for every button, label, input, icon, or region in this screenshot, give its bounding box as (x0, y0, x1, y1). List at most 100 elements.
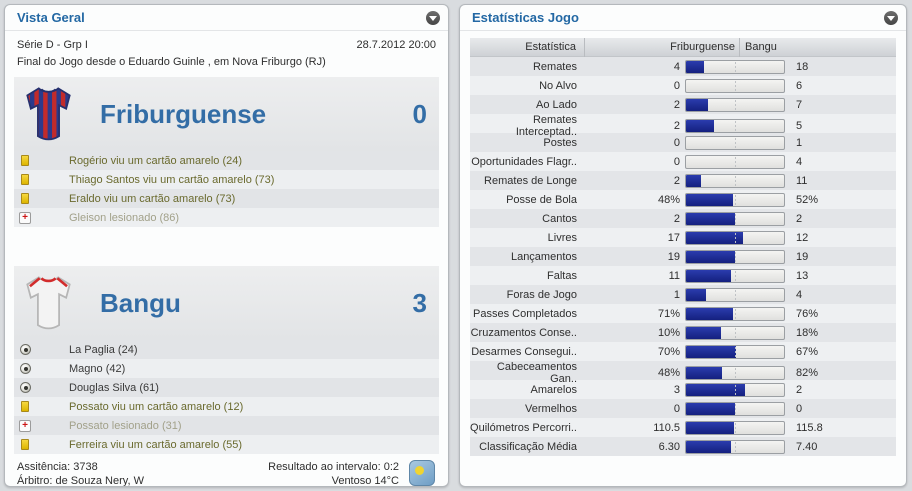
match-event-text[interactable]: Gleison lesionado (86) (69, 211, 180, 224)
stat-away-value: 1 (796, 136, 803, 149)
match-event-text[interactable]: Possato viu um cartão amarelo (12) (69, 400, 244, 413)
weather-sun-icon (409, 460, 435, 486)
yellow-card-icon (21, 155, 29, 166)
stat-bar-home-fill (686, 440, 732, 453)
stats-col-statistic: Estatística (470, 38, 585, 57)
away-team-name[interactable]: Bangu (100, 287, 181, 318)
yellow-card-icon (21, 193, 29, 204)
match-event-text[interactable]: Eraldo viu um cartão amarelo (73) (69, 192, 236, 205)
stat-label: Postes (543, 136, 577, 149)
stat-home-value: 0 (673, 136, 680, 149)
match-status-line: Final do Jogo desde o Eduardo Guinle , e… (17, 56, 326, 68)
injury-icon: + (19, 211, 31, 224)
stat-home-value: 2 (673, 120, 680, 132)
stat-comparison-bar (685, 344, 785, 359)
match-event-row: Possato viu um cartão amarelo (12) (14, 397, 439, 416)
stat-bar-home-fill (686, 193, 734, 206)
stat-label: Faltas (547, 269, 577, 282)
stat-row: Posse de Bola 48% 52% (470, 190, 896, 209)
stats-panel: Estatísticas Jogo Estatística Friburguen… (459, 4, 907, 487)
stat-bar-center-line (735, 308, 736, 319)
yellow-card-icon (21, 401, 29, 412)
stat-bar-center-line (735, 99, 736, 110)
stat-away-value: 0 (796, 402, 803, 415)
stat-comparison-bar (685, 401, 785, 416)
stat-comparison-bar (685, 78, 785, 93)
stat-away-value: 7 (796, 98, 803, 111)
match-event-row: Ferreira viu um cartão amarelo (55) (14, 435, 439, 454)
stat-label: Ao Lado (536, 98, 577, 111)
stat-bar-center-line (735, 137, 736, 148)
yellow-card-icon (21, 439, 29, 450)
stat-bar-center-line (735, 232, 736, 243)
stat-comparison-bar (685, 287, 785, 302)
stat-row: Faltas 11 13 (470, 266, 896, 285)
stat-row: Livres 17 12 (470, 228, 896, 247)
stat-away-value: 2 (796, 212, 803, 225)
stat-bar-home-fill (686, 212, 735, 225)
stat-away-value: 2 (796, 383, 803, 396)
stat-bar-center-line (735, 368, 736, 378)
away-team-score: 3 (412, 287, 427, 318)
stat-label: Remates de Longe (484, 174, 577, 187)
stat-home-value: 1 (673, 288, 680, 301)
panel-collapse-chevron-icon[interactable] (426, 10, 440, 25)
home-team-name[interactable]: Friburguense (100, 98, 267, 129)
stat-away-value: 6 (796, 79, 803, 92)
match-event-row: La Paglia (24) (14, 340, 439, 359)
stat-bar-home-fill (686, 120, 714, 132)
stat-bar-center-line (735, 121, 736, 131)
stat-bar-home-fill (686, 402, 735, 415)
stat-home-value: 48% (657, 193, 680, 206)
stat-home-value: 71% (657, 307, 680, 320)
stat-row: Quilómetros Percorri.. 110.5 115.8 (470, 418, 896, 437)
stat-home-value: 11 (668, 269, 680, 282)
stat-label: Desarmes Consegui.. (471, 345, 577, 358)
match-event-text[interactable]: Douglas Silva (61) (69, 381, 159, 394)
match-event-row: + Gleison lesionado (86) (14, 208, 439, 227)
match-event-text[interactable]: La Paglia (24) (69, 343, 138, 356)
attendance-label: Assitência: 3738 (17, 461, 98, 473)
match-footer: Assitência: 3738 Árbitro: de Souza Nery,… (14, 460, 439, 487)
stat-bar-center-line (735, 80, 736, 91)
stat-away-value: 76% (796, 307, 819, 320)
stat-row: Ao Lado 2 7 (470, 95, 896, 114)
stat-home-value: 6.30 (658, 440, 680, 453)
stat-away-value: 82% (796, 367, 819, 379)
stat-row: Vermelhos 0 0 (470, 399, 896, 418)
match-event-text[interactable]: Rogério viu um cartão amarelo (24) (69, 154, 243, 167)
stat-away-value: 18 (796, 60, 809, 73)
stat-label: Cantos (542, 212, 577, 225)
stat-comparison-bar (685, 366, 785, 380)
match-event-row: Thiago Santos viu um cartão amarelo (73) (14, 170, 439, 189)
stat-comparison-bar (685, 306, 785, 321)
panel-collapse-chevron-icon[interactable] (884, 10, 898, 25)
home-team-shirt-icon (26, 87, 71, 141)
stat-home-value: 110.5 (653, 421, 680, 434)
stat-label: No Alvo (539, 79, 577, 92)
match-event-row: + Possato lesionado (31) (14, 416, 439, 435)
stat-comparison-bar (685, 135, 785, 150)
stat-row: Postes 0 1 (470, 133, 896, 152)
stat-comparison-bar (685, 97, 785, 112)
stat-row: Amarelos 3 2 (470, 380, 896, 399)
goal-icon (19, 363, 31, 374)
stat-bar-home-fill (686, 231, 744, 244)
stat-away-value: 19 (796, 250, 809, 263)
goal-icon (19, 344, 31, 355)
stat-row: Oportunidades Flagr.. 0 4 (470, 152, 896, 171)
stat-home-value: 0 (673, 79, 680, 92)
stat-bar-center-line (735, 270, 736, 281)
stat-home-value: 0 (673, 155, 680, 168)
match-event-text[interactable]: Possato lesionado (31) (69, 419, 182, 432)
match-event-text[interactable]: Thiago Santos viu um cartão amarelo (73) (69, 173, 275, 186)
weather-label: Ventoso 14°C (331, 475, 399, 487)
stat-comparison-bar (685, 192, 785, 207)
match-event-text[interactable]: Magno (42) (69, 362, 126, 375)
stat-comparison-bar (685, 211, 785, 226)
away-team-block: Bangu 3 (14, 266, 439, 340)
stat-comparison-bar (685, 249, 785, 264)
stat-comparison-bar (685, 173, 785, 188)
match-event-text[interactable]: Ferreira viu um cartão amarelo (55) (69, 438, 243, 451)
